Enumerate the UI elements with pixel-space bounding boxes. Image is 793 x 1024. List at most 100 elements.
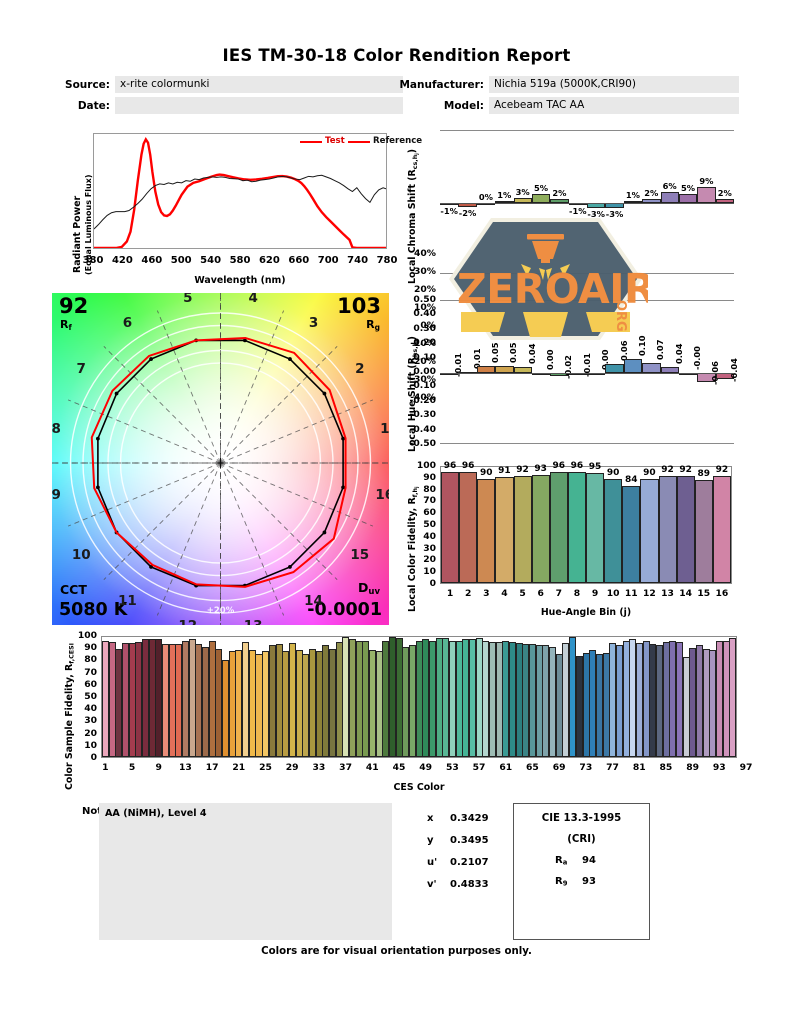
lcf-bar xyxy=(567,471,586,583)
csf-xtick: 17 xyxy=(205,762,219,773)
csf-xtick: 21 xyxy=(232,762,246,773)
date-label: Date: xyxy=(77,99,110,112)
csf-bar xyxy=(709,650,717,757)
ytick: 0.30 xyxy=(413,322,436,334)
lcf-bar-label: 92 xyxy=(679,465,692,476)
rg-label: Rg xyxy=(366,318,380,332)
duv-label: Duv xyxy=(358,579,380,597)
csf-xtick: 81 xyxy=(632,762,646,773)
chroma-bar-label: 1% xyxy=(497,190,512,201)
csf-bar xyxy=(455,640,463,757)
cvg-vertex-dot xyxy=(242,338,247,343)
cvg-vertex-dot xyxy=(341,436,345,441)
csf-bar xyxy=(662,641,670,757)
lcf-xtick: 5 xyxy=(519,588,526,599)
ytick: 20 xyxy=(423,554,436,566)
cct-value: 5080 K xyxy=(59,600,128,620)
ytick: 60 xyxy=(423,507,436,519)
csf-bar xyxy=(188,639,196,757)
lcf-bar-label: 96 xyxy=(443,460,457,471)
csf-bar xyxy=(288,643,296,757)
ra-label: Ra xyxy=(555,855,568,867)
cvg-spoke xyxy=(67,399,221,464)
lcf-xlabel: Hue-Angle Bin (j) xyxy=(540,607,632,618)
csf-bar xyxy=(335,641,343,757)
cvg-spoke xyxy=(67,462,221,527)
spd-legend-reference-label: Reference xyxy=(373,136,423,146)
local-hue-shift-chart: Local Hue Shift (Rhs,hj) 0.50 0.40 0.30 0.2… xyxy=(398,294,739,460)
source-value[interactable]: x-rite colormunki xyxy=(115,76,403,93)
csf-bar xyxy=(595,653,603,757)
cvg-spoke xyxy=(220,462,338,580)
csf-plot-area xyxy=(101,636,737,758)
lcf-xtick: 12 xyxy=(643,588,656,599)
chroma-bar-label: 2% xyxy=(552,188,567,199)
csf-bar xyxy=(155,639,163,757)
spd-legend-test-label: Test xyxy=(325,136,345,146)
ytick: 70 xyxy=(84,666,97,678)
chroma-bar-label: 9% xyxy=(699,175,714,186)
csf-bar xyxy=(202,646,210,757)
ytick: -40% xyxy=(410,392,436,403)
notes-box[interactable] xyxy=(99,803,392,940)
lcf-bar-label: 96 xyxy=(570,460,584,471)
csf-bar xyxy=(475,638,483,757)
manufacturer-value[interactable]: Nichia 519a (5000K,CRI90) xyxy=(489,76,739,93)
lcf-bar-label: 89 xyxy=(697,468,711,479)
chroma-bar-label: 1% xyxy=(625,190,640,201)
ytick: 90 xyxy=(423,471,436,483)
spd-xtick: 740 xyxy=(347,255,369,266)
csf-bar xyxy=(489,641,497,757)
ytick: 70 xyxy=(423,495,436,507)
cvg-bin-11: 11 xyxy=(118,593,137,610)
color-sample-fidelity-chart: Color Sample Fidelity, Rf,CESi 100 90 80 70… xyxy=(55,630,752,800)
ytick: -10% xyxy=(410,338,436,349)
hue-bar xyxy=(476,365,496,373)
lcf-xtick: 9 xyxy=(591,588,599,599)
cvg-bin-7: 7 xyxy=(76,360,86,377)
ytick: 40 xyxy=(84,703,97,715)
ytick: -0.30 xyxy=(409,409,436,421)
csf-bar xyxy=(415,640,423,757)
lcf-bar xyxy=(495,477,514,583)
csf-bar xyxy=(148,639,156,757)
csf-bar xyxy=(368,650,376,757)
csf-bar xyxy=(308,649,316,757)
csf-bar xyxy=(542,645,550,757)
model-value[interactable]: Acebeam TAC AA xyxy=(489,97,739,114)
disclaimer-text: Colors are for visual orientation purpos… xyxy=(261,946,532,957)
csf-bar xyxy=(255,653,263,757)
lcf-xtick: 13 xyxy=(661,588,674,599)
cvg-spoke xyxy=(220,399,374,464)
hue-bar-label: -0.04 xyxy=(728,357,739,382)
csf-xtick: 49 xyxy=(419,762,433,773)
ytick: 0.40 xyxy=(413,308,436,320)
spd-xtick: 380 xyxy=(82,255,104,266)
csf-bar xyxy=(348,639,356,757)
ytick: 0% xyxy=(420,320,436,331)
csf-bar xyxy=(729,638,737,757)
csf-bar xyxy=(162,644,170,757)
hue-bar-label: 0.05 xyxy=(508,342,519,363)
chroma-bar-label: 5% xyxy=(534,183,549,193)
csf-bar xyxy=(462,639,470,757)
csf-xtick: 13 xyxy=(179,762,192,773)
csf-bar xyxy=(135,641,143,757)
r9-label: R9 xyxy=(555,876,568,888)
csf-bar xyxy=(395,638,403,757)
csf-bar xyxy=(609,643,617,757)
lcf-xtick: 8 xyxy=(573,588,581,599)
date-value[interactable] xyxy=(115,97,403,114)
csf-bar xyxy=(315,651,323,757)
csf-bar xyxy=(649,644,657,757)
ytick: 80 xyxy=(423,483,436,495)
csf-bar xyxy=(362,640,370,757)
lcf-xtick: 10 xyxy=(606,588,620,599)
cvg-bin-13: 13 xyxy=(243,618,263,625)
ytick: 50 xyxy=(423,519,436,530)
ytick: 0 xyxy=(429,578,436,589)
csf-xtick: 61 xyxy=(499,762,513,773)
ra-value: 94 xyxy=(582,855,596,866)
